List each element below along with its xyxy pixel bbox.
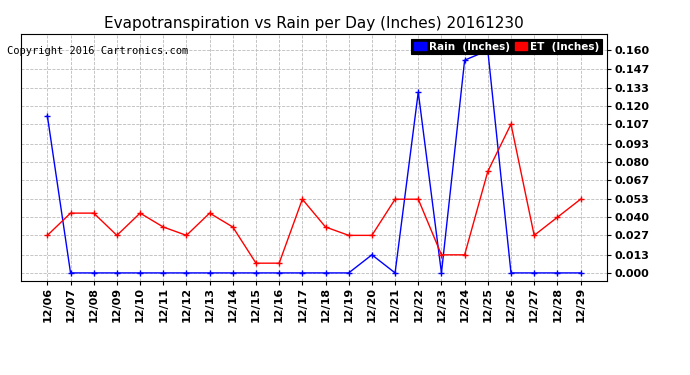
Rain  (Inches): [322, 271, 330, 275]
ET  (Inches): [344, 233, 353, 238]
ET  (Inches): [206, 211, 214, 215]
Title: Evapotranspiration vs Rain per Day (Inches) 20161230: Evapotranspiration vs Rain per Day (Inch…: [104, 16, 524, 31]
ET  (Inches): [252, 261, 260, 266]
ET  (Inches): [530, 233, 538, 238]
Rain  (Inches): [228, 271, 237, 275]
Rain  (Inches): [344, 271, 353, 275]
Rain  (Inches): [43, 114, 52, 118]
ET  (Inches): [66, 211, 75, 215]
ET  (Inches): [484, 169, 492, 174]
ET  (Inches): [391, 197, 400, 201]
ET  (Inches): [228, 225, 237, 229]
ET  (Inches): [182, 233, 190, 238]
Rain  (Inches): [368, 253, 376, 257]
ET  (Inches): [460, 253, 469, 257]
Rain  (Inches): [298, 271, 306, 275]
ET  (Inches): [298, 197, 306, 201]
ET  (Inches): [90, 211, 98, 215]
Rain  (Inches): [553, 271, 562, 275]
Rain  (Inches): [530, 271, 538, 275]
Legend: Rain  (Inches), ET  (Inches): Rain (Inches), ET (Inches): [411, 39, 602, 54]
Rain  (Inches): [391, 271, 400, 275]
Rain  (Inches): [90, 271, 98, 275]
Line: Rain  (Inches): Rain (Inches): [45, 48, 583, 276]
Rain  (Inches): [275, 271, 284, 275]
ET  (Inches): [112, 233, 121, 238]
Line: ET  (Inches): ET (Inches): [45, 122, 583, 266]
Rain  (Inches): [66, 271, 75, 275]
Rain  (Inches): [414, 90, 422, 94]
ET  (Inches): [414, 197, 422, 201]
Rain  (Inches): [112, 271, 121, 275]
ET  (Inches): [43, 233, 52, 238]
ET  (Inches): [507, 122, 515, 126]
Rain  (Inches): [507, 271, 515, 275]
ET  (Inches): [159, 225, 168, 229]
Rain  (Inches): [437, 271, 446, 275]
Rain  (Inches): [206, 271, 214, 275]
ET  (Inches): [136, 211, 144, 215]
Rain  (Inches): [182, 271, 190, 275]
Rain  (Inches): [136, 271, 144, 275]
Rain  (Inches): [252, 271, 260, 275]
Rain  (Inches): [159, 271, 168, 275]
ET  (Inches): [437, 253, 446, 257]
Rain  (Inches): [576, 271, 584, 275]
ET  (Inches): [275, 261, 284, 266]
ET  (Inches): [322, 225, 330, 229]
Rain  (Inches): [460, 58, 469, 62]
Rain  (Inches): [484, 48, 492, 52]
Text: Copyright 2016 Cartronics.com: Copyright 2016 Cartronics.com: [7, 46, 188, 56]
ET  (Inches): [553, 215, 562, 219]
ET  (Inches): [576, 197, 584, 201]
ET  (Inches): [368, 233, 376, 238]
